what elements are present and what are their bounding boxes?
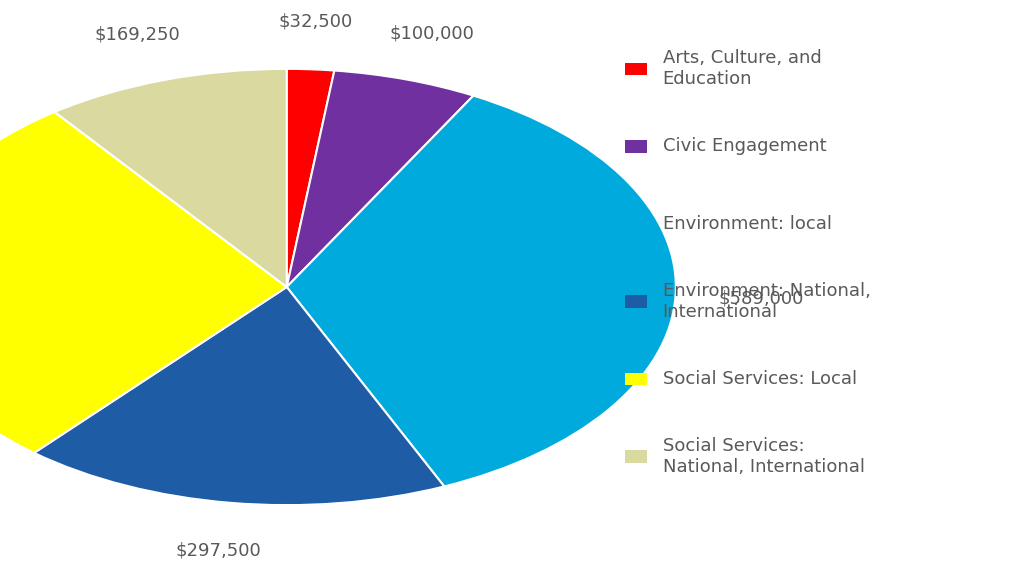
Bar bbox=[625, 450, 647, 463]
Bar bbox=[625, 140, 647, 153]
Bar bbox=[625, 218, 647, 230]
Text: Social Services:
National, International: Social Services: National, International bbox=[663, 437, 864, 476]
Text: Civic Engagement: Civic Engagement bbox=[663, 137, 826, 156]
Wedge shape bbox=[0, 112, 287, 453]
Wedge shape bbox=[287, 69, 335, 287]
Text: $589,000: $589,000 bbox=[719, 289, 804, 307]
Text: Social Services: Local: Social Services: Local bbox=[663, 370, 857, 388]
Bar bbox=[625, 63, 647, 75]
Text: Environment: local: Environment: local bbox=[663, 215, 831, 233]
Text: $169,250: $169,250 bbox=[94, 25, 180, 44]
Text: $297,500: $297,500 bbox=[175, 541, 261, 559]
Text: $32,500: $32,500 bbox=[279, 13, 353, 30]
Text: Environment: National,
International: Environment: National, International bbox=[663, 282, 870, 321]
Bar bbox=[625, 373, 647, 385]
Wedge shape bbox=[54, 69, 287, 287]
Bar bbox=[625, 295, 647, 308]
Text: $100,000: $100,000 bbox=[390, 25, 475, 42]
Wedge shape bbox=[287, 71, 473, 287]
Text: Arts, Culture, and
Education: Arts, Culture, and Education bbox=[663, 49, 821, 88]
Wedge shape bbox=[34, 287, 444, 505]
Wedge shape bbox=[287, 96, 676, 486]
